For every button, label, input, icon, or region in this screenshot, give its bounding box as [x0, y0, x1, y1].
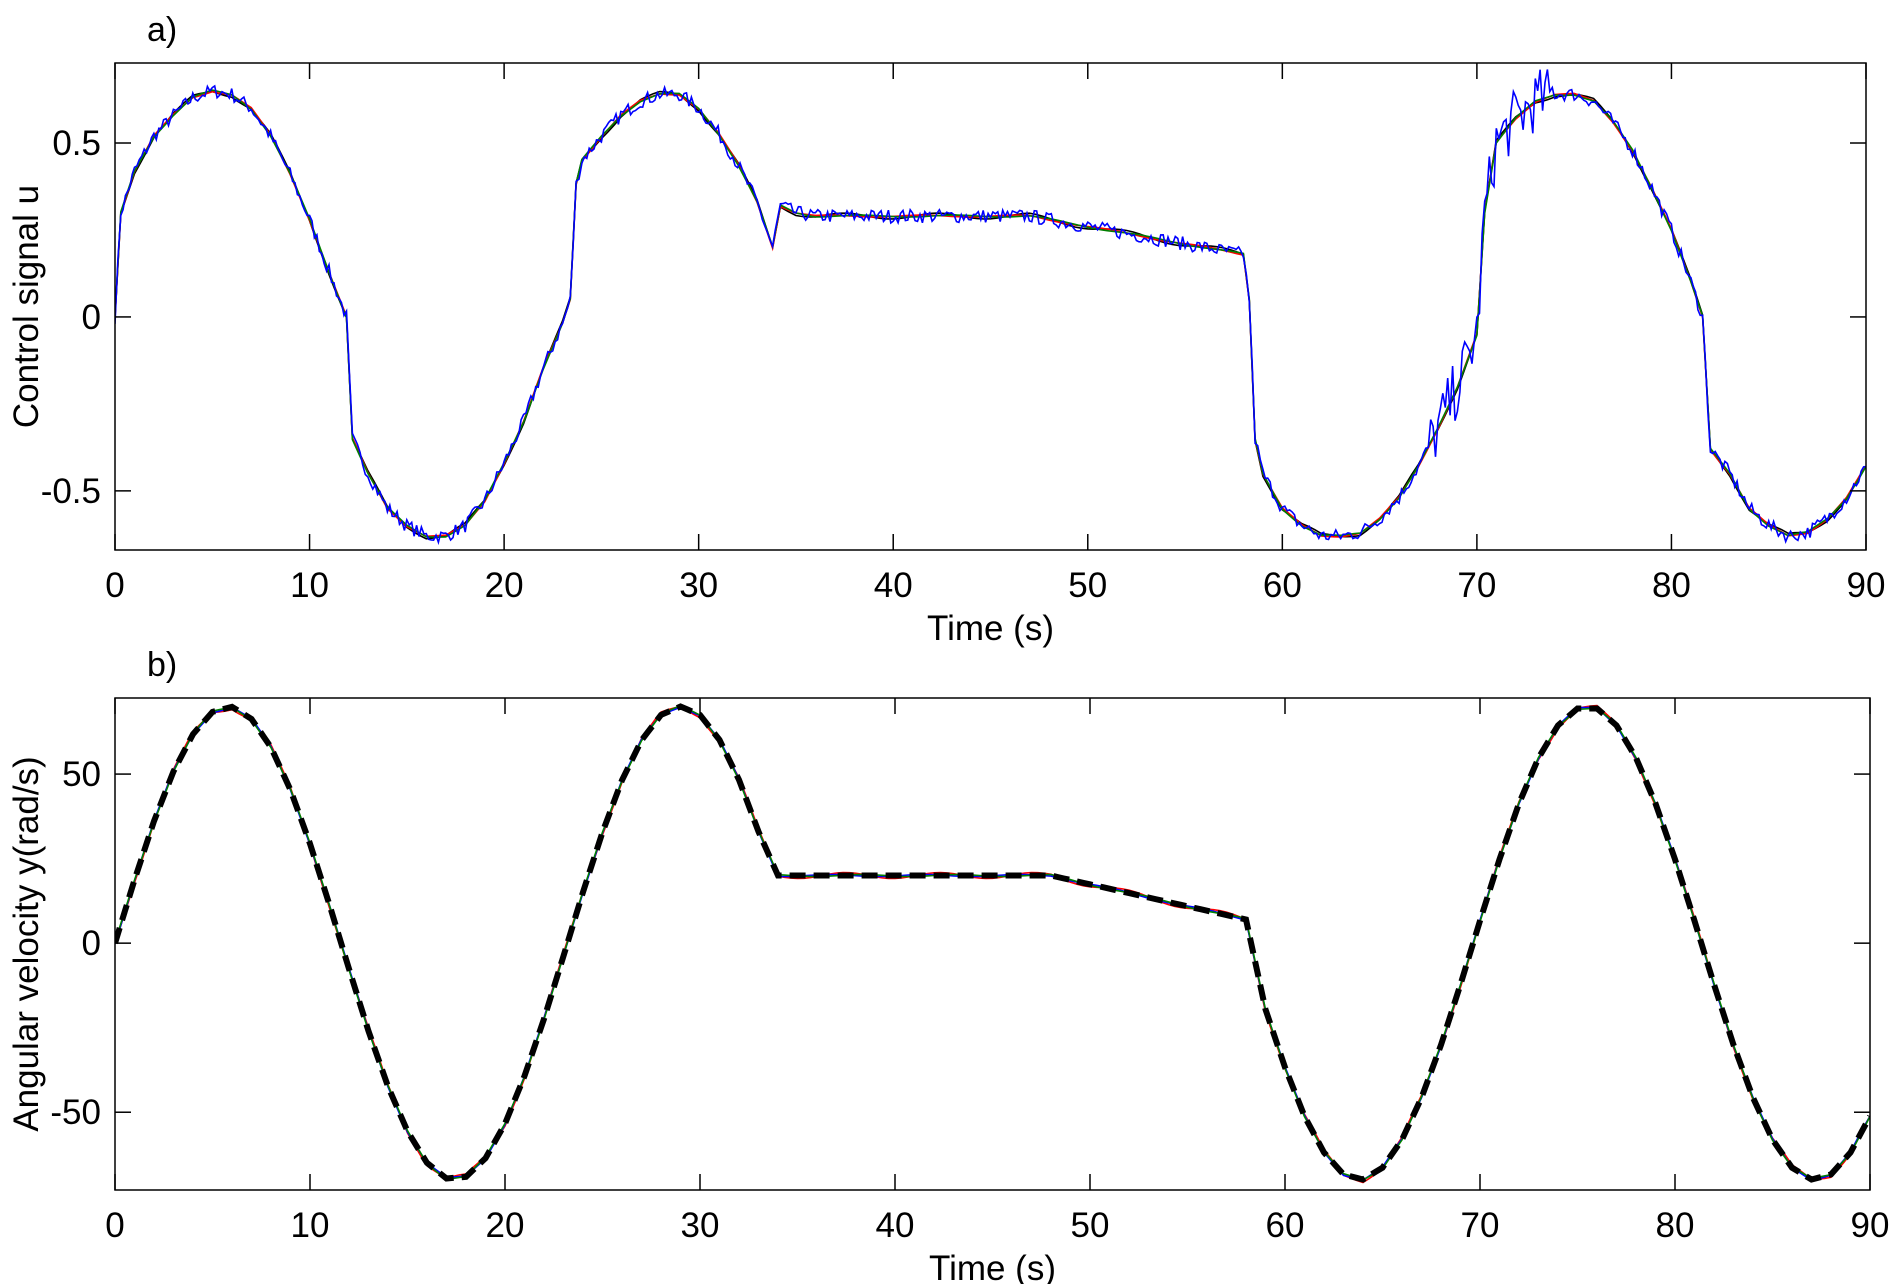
y-tick-label: -0.5: [41, 472, 101, 511]
x-tick-label: 30: [681, 1206, 720, 1245]
y-axis-label: Angular velocity y(rad/s): [7, 756, 46, 1131]
y-tick-label: 0: [82, 924, 101, 963]
x-axis-label: Time (s): [927, 609, 1054, 648]
series-group: [115, 703, 1870, 1184]
series-line-red: [115, 90, 1866, 538]
series-line-blue: [115, 706, 1870, 1182]
y-tick-label: 50: [62, 755, 101, 794]
x-tick-label: 40: [874, 566, 913, 605]
panel-title: a): [147, 11, 177, 49]
x-tick-label: 0: [105, 1206, 124, 1245]
chart-a: a) 0 10 20 30 40 50 60 70 80 90 -0.5 0 0.5 Time (s) Con…: [7, 11, 1885, 648]
y-tick-label: 0: [82, 298, 101, 337]
x-tick-label: 70: [1461, 1206, 1500, 1245]
x-tick-label: 80: [1652, 566, 1691, 605]
plot-frame: [114, 62, 1867, 551]
x-tick-label: 10: [291, 1206, 330, 1245]
chart-b: b) 0 10 20 30 40 50 60 70 80 90 -50 0 50 Time (s) Angul…: [7, 646, 1889, 1284]
series-group: [115, 69, 1866, 546]
series-line-black: [115, 90, 1866, 540]
x-tick-label: 60: [1266, 1206, 1305, 1245]
series-line-reference: [115, 703, 1870, 1183]
x-tick-label: 60: [1263, 566, 1302, 605]
y-axis-label: Control signal u: [7, 185, 46, 428]
x-tick-label: 80: [1656, 1206, 1695, 1245]
x-tick-label: 70: [1457, 566, 1496, 605]
panel-title: b): [147, 646, 177, 684]
x-tick-label: 50: [1068, 566, 1107, 605]
x-tick-label: 20: [486, 1206, 525, 1245]
x-tick-label: 30: [679, 566, 718, 605]
x-tick-label: 20: [485, 566, 524, 605]
x-tick-label: 90: [1851, 1206, 1890, 1245]
x-tick-label: 40: [876, 1206, 915, 1245]
x-tick-label: 0: [105, 566, 124, 605]
plot-frame: [114, 697, 1871, 1191]
y-tick-label: -50: [50, 1093, 101, 1132]
series-line-green: [115, 89, 1866, 538]
series-line-blue: [115, 69, 1866, 546]
x-axis-label: Time (s): [929, 1249, 1056, 1284]
series-line-red: [115, 704, 1870, 1184]
x-tick-label: 50: [1071, 1206, 1110, 1245]
y-tick-label: 0.5: [52, 124, 101, 163]
series-line-green: [115, 704, 1870, 1181]
x-tick-label: 10: [290, 566, 329, 605]
x-tick-label: 90: [1847, 566, 1886, 605]
